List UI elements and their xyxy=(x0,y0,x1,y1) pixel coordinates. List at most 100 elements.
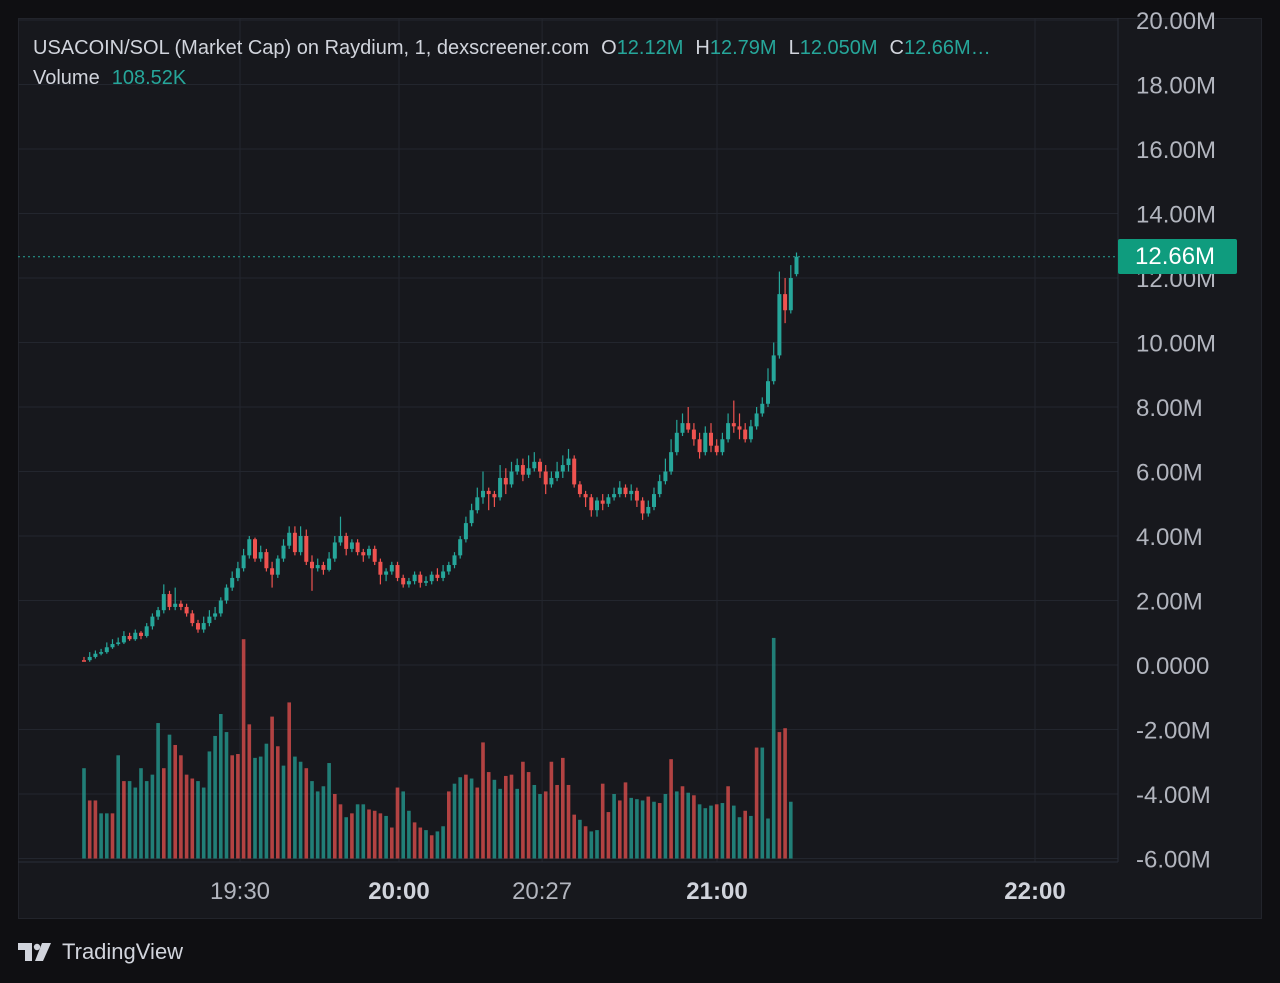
candle[interactable] xyxy=(543,465,548,495)
candle[interactable] xyxy=(486,487,491,511)
candle[interactable] xyxy=(629,484,634,501)
candle[interactable] xyxy=(435,568,440,582)
candle[interactable] xyxy=(87,652,92,662)
candle[interactable] xyxy=(463,516,468,543)
candle[interactable] xyxy=(310,555,314,591)
candle[interactable] xyxy=(595,497,599,517)
candle[interactable] xyxy=(367,545,371,559)
candle[interactable] xyxy=(634,487,639,507)
price-axis[interactable]: 20.00M18.00M16.00M14.00M12.00M10.00M8.00… xyxy=(1136,8,1216,874)
legend-symbol-title[interactable]: USACOIN/SOL (Market Cap) on Raydium, 1, … xyxy=(33,37,590,59)
candle[interactable] xyxy=(492,490,497,507)
candle[interactable] xyxy=(338,516,343,546)
candle[interactable] xyxy=(748,419,753,443)
candle[interactable] xyxy=(583,490,588,507)
candle[interactable] xyxy=(173,587,178,611)
candle[interactable] xyxy=(509,461,514,488)
candle[interactable] xyxy=(458,536,463,559)
candle[interactable] xyxy=(116,637,121,646)
candle[interactable] xyxy=(384,568,389,582)
candle[interactable] xyxy=(247,536,252,559)
candle[interactable] xyxy=(612,487,617,501)
candle[interactable] xyxy=(104,642,109,654)
candle[interactable] xyxy=(207,610,212,627)
candle[interactable] xyxy=(378,558,383,585)
candle[interactable] xyxy=(577,481,582,498)
candle[interactable] xyxy=(230,571,235,591)
candle[interactable] xyxy=(139,631,143,640)
candle[interactable] xyxy=(452,552,457,569)
candle[interactable] xyxy=(99,648,104,656)
candle[interactable] xyxy=(538,458,542,478)
candle[interactable] xyxy=(503,468,508,495)
candle[interactable] xyxy=(321,561,326,575)
candle[interactable] xyxy=(766,368,770,407)
candle[interactable] xyxy=(481,471,485,504)
candle[interactable] xyxy=(213,606,218,620)
candle[interactable] xyxy=(532,452,537,472)
candle[interactable] xyxy=(156,606,161,620)
candle[interactable] xyxy=(253,537,257,562)
candle[interactable] xyxy=(281,539,286,562)
time-axis[interactable]: 19:30 20:00 20:27 21:00 22:00 xyxy=(210,878,1066,905)
candle[interactable] xyxy=(218,597,223,617)
candle[interactable] xyxy=(315,558,320,572)
candle[interactable] xyxy=(178,600,183,611)
candle[interactable] xyxy=(731,400,736,433)
candle[interactable] xyxy=(560,455,565,478)
candle[interactable] xyxy=(235,561,240,582)
legend-volume-label[interactable]: Volume xyxy=(33,67,100,89)
candle[interactable] xyxy=(292,526,297,556)
candle[interactable] xyxy=(640,497,645,520)
candle[interactable] xyxy=(144,623,149,638)
candle[interactable] xyxy=(520,458,525,482)
candle[interactable] xyxy=(720,432,725,456)
candle[interactable] xyxy=(572,455,577,488)
candle[interactable] xyxy=(110,639,115,649)
candle[interactable] xyxy=(133,629,138,641)
candle[interactable] xyxy=(93,650,98,659)
candle[interactable] xyxy=(703,426,708,456)
candle[interactable] xyxy=(270,561,275,588)
candle[interactable] xyxy=(161,584,166,614)
candle[interactable] xyxy=(327,552,332,572)
candle[interactable] xyxy=(555,461,560,482)
candle[interactable] xyxy=(623,484,628,498)
candle[interactable] xyxy=(418,571,423,588)
candle[interactable] xyxy=(441,565,446,582)
candle[interactable] xyxy=(686,407,691,433)
candle[interactable] xyxy=(743,423,748,443)
candle[interactable] xyxy=(406,577,411,588)
candle[interactable] xyxy=(344,532,349,556)
candle[interactable] xyxy=(794,252,799,277)
candle[interactable] xyxy=(361,548,366,562)
candle[interactable] xyxy=(754,407,759,430)
candle[interactable] xyxy=(412,571,417,585)
candle[interactable] xyxy=(446,561,451,575)
candle[interactable] xyxy=(424,576,428,586)
candle[interactable] xyxy=(258,545,263,562)
candle[interactable] xyxy=(714,439,719,456)
candle[interactable] xyxy=(82,656,86,662)
candle[interactable] xyxy=(167,590,172,611)
candle[interactable] xyxy=(355,539,360,556)
candle[interactable] xyxy=(372,545,377,566)
candle[interactable] xyxy=(783,278,788,324)
candle[interactable] xyxy=(663,458,668,485)
candle[interactable] xyxy=(589,494,594,517)
candle[interactable] xyxy=(617,481,622,498)
candle[interactable] xyxy=(697,432,702,459)
candle[interactable] xyxy=(401,574,406,588)
candle[interactable] xyxy=(498,465,503,501)
candle[interactable] xyxy=(600,494,605,511)
candle[interactable] xyxy=(566,448,571,472)
candle[interactable] xyxy=(788,265,793,314)
candle[interactable] xyxy=(304,529,309,566)
candle[interactable] xyxy=(264,548,269,572)
candle[interactable] xyxy=(652,487,656,511)
candle[interactable] xyxy=(726,413,731,443)
candle[interactable] xyxy=(691,423,696,446)
candle[interactable] xyxy=(190,610,195,627)
candle[interactable] xyxy=(275,555,280,578)
